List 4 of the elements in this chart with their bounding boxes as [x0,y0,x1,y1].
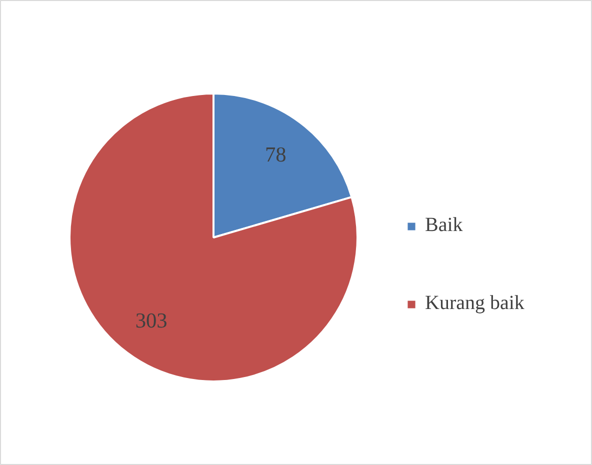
data-label: 78 [265,142,286,167]
legend-label: Baik [425,214,463,237]
data-label: 303 [135,308,168,332]
legend-label: Kurang baik [425,292,524,315]
